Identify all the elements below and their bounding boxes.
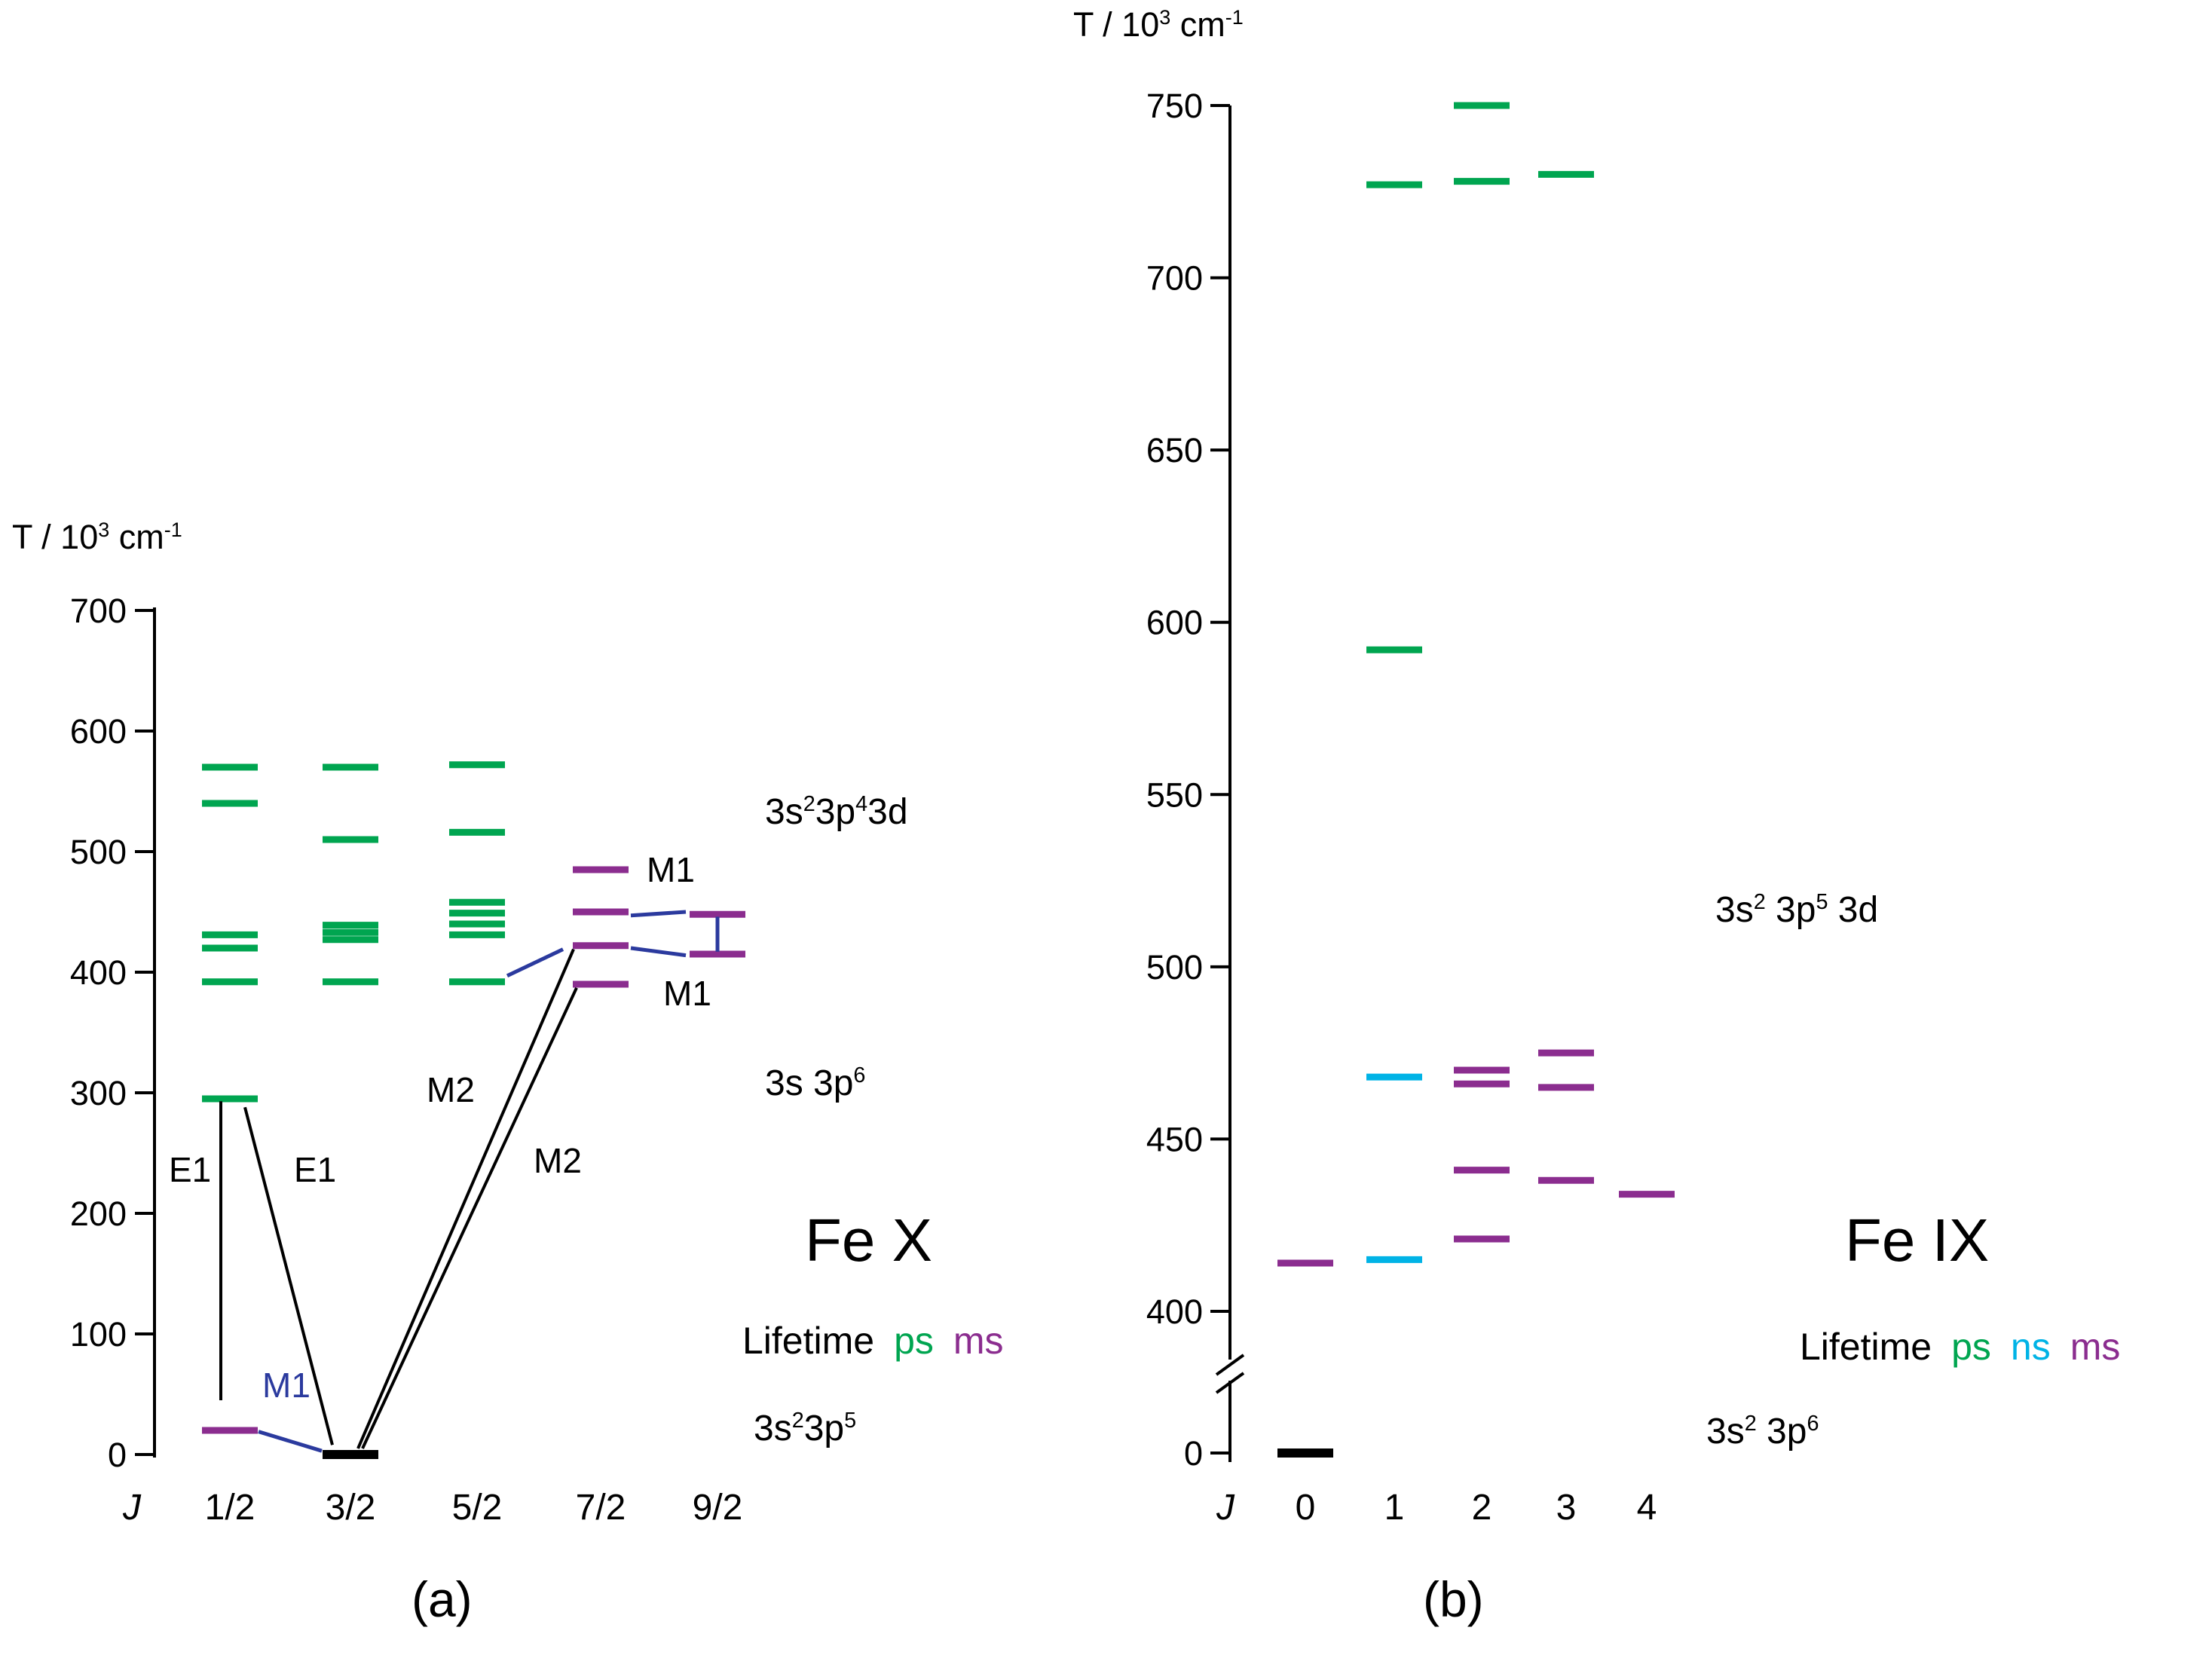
axis-break-mark [1215,1372,1245,1394]
text-run: 3d [1828,890,1879,930]
transition-line-m1 [506,947,564,978]
config-label-3s2-3p5-3d: 3s2 3p5 3d [1715,890,1879,931]
superscript: 2 [1753,890,1766,914]
text-run: 3p [1756,1412,1807,1452]
panel-a-chart: 700 600 500 400 300 200 100 0 J 1/2 3/2 5/2 7/2 9/2 E1… [70,592,745,1528]
lifetime-legend-a: Lifetime ps ms [742,1320,1004,1362]
legend-entry-ps: ps [1951,1326,1991,1368]
j-value-label: 9/2 [693,1488,743,1528]
superscript: 3 [1159,6,1171,29]
superscript: 5 [1816,890,1828,914]
superscript: 5 [844,1409,857,1433]
legend-entry-ms: ms [2070,1326,2121,1368]
transition-line-m1 [630,946,687,958]
panel-a-caption: (a) [411,1571,473,1627]
text-run: 3p [803,1409,845,1448]
j-value-label: 1 [1384,1488,1405,1528]
ion-name-fe-x: Fe X [805,1207,932,1274]
tick-label: 0 [108,1436,127,1474]
superscript: -1 [1225,6,1244,29]
superscript: 2 [803,792,815,816]
superscript: 2 [1744,1412,1757,1436]
transition-label-m1-lower: M1 [663,974,711,1013]
j-value-label: 1/2 [205,1488,255,1528]
tick-label: 500 [1146,948,1203,987]
transition-line-m2 [356,948,575,1449]
tick-label: 0 [1184,1434,1203,1473]
text-run: 3s 3p [765,1063,854,1103]
axis-break-mark [1215,1354,1245,1376]
tick-label: 450 [1146,1120,1203,1158]
text-run: 3s [765,792,803,832]
tick-label: 400 [1146,1292,1203,1331]
transition-label-m2-lower: M2 [534,1141,582,1180]
transition-label-e1-left: E1 [169,1150,211,1189]
lifetime-legend-b: Lifetime ps ns ms [1800,1326,2120,1368]
superscript: 6 [853,1063,866,1087]
tick-label: 650 [1146,431,1203,470]
transition-line-m2 [361,987,578,1449]
transition-label-m1-blue: M1 [262,1366,311,1405]
text-run: cm [109,518,164,556]
j-value-label: 4 [1637,1488,1657,1528]
j-axis-label: J [1216,1488,1235,1528]
superscript: -1 [164,519,182,541]
text-run: T / 10 [1073,5,1160,44]
legend-entry-ps: ps [894,1320,934,1362]
transition-label-m2-upper: M2 [427,1070,475,1109]
config-label-3s2-3p5: 3s23p5 [754,1409,856,1449]
panel-a-axis-title: T / 103 cm-1 [12,519,182,556]
j-value-label: 2 [1472,1488,1492,1528]
superscript: 4 [855,792,868,816]
config-label-3s2-3p6: 3s2 3p6 [1706,1412,1819,1452]
panel-b-axis-title: T / 103 cm-1 [1073,6,1244,44]
legend-title: Lifetime [1800,1326,1932,1368]
transition-line-e1 [243,1106,334,1445]
tick-label: 600 [1146,604,1203,642]
config-label-3s-3p6: 3s 3p6 [765,1063,866,1104]
transition-line-m1 [630,910,687,918]
tick-label: 750 [1146,87,1203,125]
text-run: 3s [1715,890,1754,930]
text-run: 3s [1706,1412,1745,1452]
j-value-label: 3/2 [326,1488,376,1528]
j-value-label: 5/2 [452,1488,503,1528]
superscript: 6 [1807,1412,1819,1436]
ion-name-fe-ix: Fe IX [1845,1207,1990,1274]
j-value-label: 0 [1296,1488,1316,1528]
superscript: 2 [791,1409,804,1433]
text-run: cm [1170,5,1225,44]
config-label-3s2-3p4-3d: 3s23p43d [765,792,908,833]
tick-label: 300 [70,1074,127,1112]
tick-label: 550 [1146,775,1203,814]
superscript: 3 [98,519,110,541]
tick-label: 700 [70,592,127,630]
text-run: 3p [815,792,856,832]
tick-label: 600 [70,712,127,751]
tick-label: 400 [70,953,127,992]
tick-label: 100 [70,1315,127,1354]
panel-b-caption: (b) [1423,1571,1484,1627]
legend-title: Lifetime [742,1320,875,1362]
legend-entry-ns: ns [2010,1326,2051,1368]
j-value-label: 3 [1556,1488,1577,1528]
tick-label: 500 [70,833,127,871]
text-run: 3p [1765,890,1816,930]
transition-line-m1 [258,1430,323,1453]
transition-label-e1-diag: E1 [294,1150,336,1189]
tick-label: 200 [70,1195,127,1233]
transition-label-m1-upper: M1 [647,850,695,889]
text-run: 3s [754,1409,792,1448]
j-value-label: 7/2 [576,1488,626,1528]
text-run: T / 10 [12,518,99,556]
tick-label: 700 [1146,259,1203,298]
j-axis-label: J [122,1488,142,1528]
legend-entry-ms: ms [953,1320,1004,1362]
text-run: 3d [867,792,908,832]
